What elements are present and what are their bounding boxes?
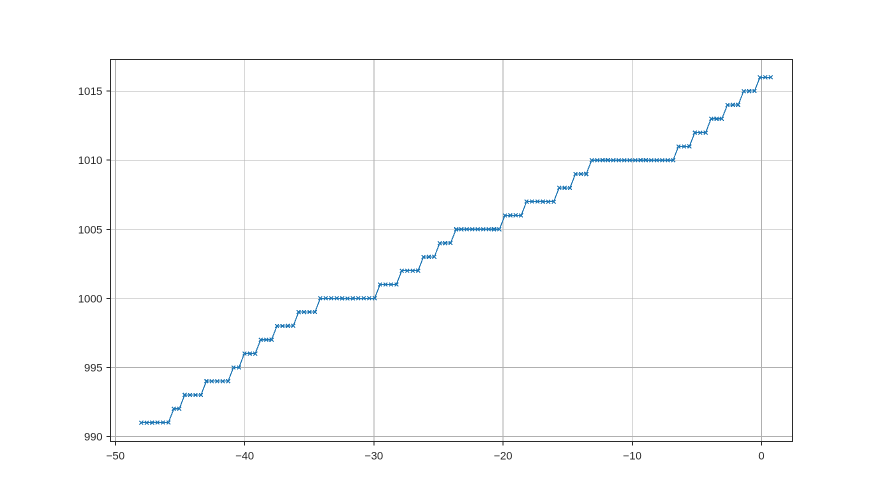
svg-text:1000: 1000 bbox=[78, 293, 102, 305]
svg-text:−40: −40 bbox=[235, 451, 254, 463]
svg-text:995: 995 bbox=[84, 362, 102, 374]
svg-text:1005: 1005 bbox=[78, 224, 102, 236]
svg-text:1015: 1015 bbox=[78, 86, 102, 98]
svg-text:−20: −20 bbox=[494, 451, 513, 463]
svg-text:−10: −10 bbox=[623, 451, 642, 463]
svg-text:990: 990 bbox=[84, 431, 102, 443]
svg-text:−50: −50 bbox=[106, 451, 125, 463]
svg-text:1010: 1010 bbox=[78, 155, 102, 167]
svg-text:−30: −30 bbox=[365, 451, 384, 463]
svg-text:0: 0 bbox=[758, 451, 764, 463]
